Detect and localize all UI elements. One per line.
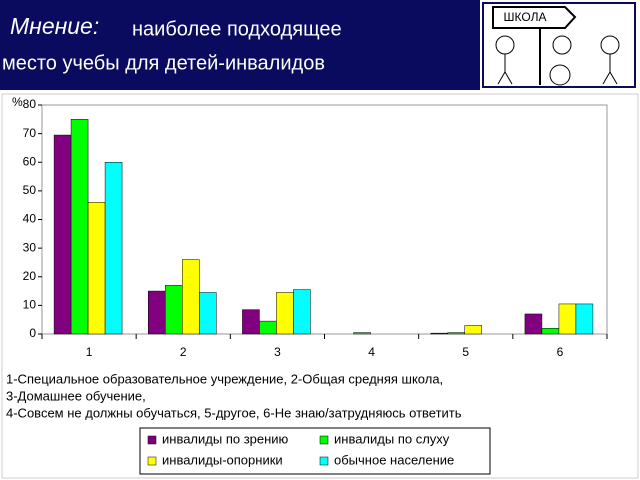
logo: ШКОЛА: [480, 0, 640, 90]
bar: [70, 119, 89, 335]
x-tick-label: 3: [274, 345, 281, 359]
x-tick-label: 1: [86, 345, 93, 359]
header-band: [0, 0, 480, 90]
legend-box: [139, 427, 491, 475]
bar: [524, 313, 543, 335]
legend-label: обычное население: [334, 452, 454, 467]
bar: [447, 332, 465, 335]
y-tick-label: 40: [23, 212, 37, 226]
bar: [87, 202, 106, 335]
bar: [541, 328, 560, 335]
legend-swatch: [319, 456, 329, 466]
title-line: наиболее подходящее: [132, 18, 342, 40]
y-tick-label: 30: [23, 240, 37, 254]
bar: [148, 290, 166, 335]
bar: [104, 162, 123, 335]
bar: [53, 134, 72, 335]
bar: [182, 259, 200, 335]
x-tick-label: 2: [180, 345, 187, 359]
bar: [464, 325, 482, 335]
bar: [242, 309, 260, 335]
legend-label: инвалиды по зрению: [162, 431, 289, 446]
bar: [199, 292, 217, 335]
bar: [165, 285, 183, 335]
x-tick-label: 5: [462, 345, 469, 359]
logo-text: ШКОЛА: [504, 10, 547, 24]
bar: [558, 303, 577, 335]
y-tick-label: 70: [23, 126, 37, 140]
note-line: 1-Специальное образовательное учреждение…: [6, 371, 443, 386]
y-tick-label: 50: [23, 183, 37, 197]
x-tick-label: 6: [557, 345, 564, 359]
bar: [276, 292, 294, 335]
chart-frame: [1, 93, 639, 479]
note-line: 3-Домашнее обучение,: [6, 388, 146, 403]
y-tick-label: 20: [23, 269, 37, 283]
bar: [353, 332, 371, 335]
bar: [293, 289, 311, 335]
plot-area: [41, 104, 608, 335]
x-tick-label: 4: [368, 345, 375, 359]
legend-swatch: [147, 456, 157, 466]
bar: [259, 320, 277, 335]
legend-label: инвалиды-опорники: [162, 452, 283, 467]
legend-label: инвалиды по слуху: [334, 431, 450, 446]
y-tick-label: 80: [23, 97, 37, 111]
bar: [430, 332, 448, 335]
title-line: место учебы для детей-инвалидов: [2, 52, 325, 74]
y-tick-label: 60: [23, 154, 37, 168]
y-axis-label: %: [12, 95, 23, 109]
y-tick-label: 10: [23, 298, 37, 312]
legend-swatch: [319, 435, 329, 445]
bar: [575, 303, 594, 335]
y-tick-label: 0: [29, 326, 36, 340]
note-line: 4-Совсем не должны обучаться, 5-другое, …: [6, 405, 462, 420]
title-lead: Мнение:: [10, 13, 99, 39]
legend-swatch: [147, 435, 157, 445]
